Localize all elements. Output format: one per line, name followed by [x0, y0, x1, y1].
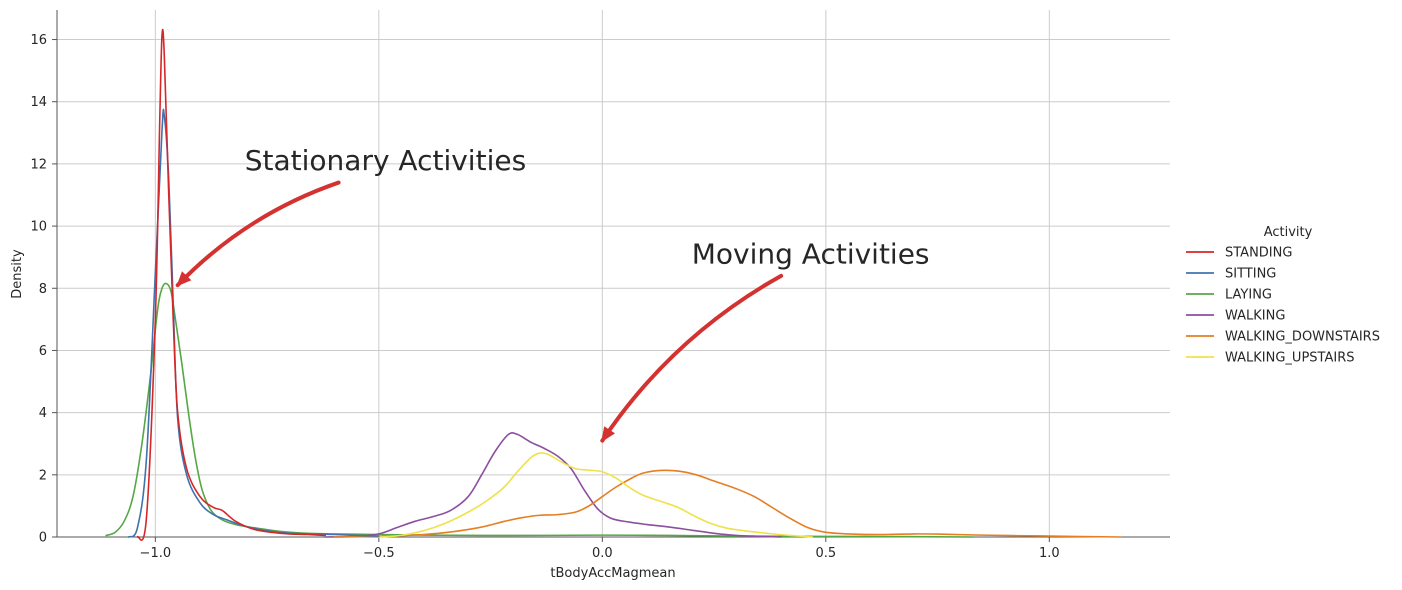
- y-tick-label: 2: [39, 468, 47, 483]
- series: [105, 28, 1122, 541]
- y-tick-label: 4: [39, 406, 47, 421]
- y-tick-label: 10: [30, 220, 47, 235]
- y-tick-label: 14: [30, 95, 47, 110]
- y-ticks: 0 2 4 6 8 10 12 14 16: [30, 33, 57, 546]
- legend-items: STANDING SITTING LAYING WALKING WALKING_DOWN…: [1186, 246, 1380, 366]
- series-line-walking-upstairs: [378, 452, 814, 538]
- axes: [56, 10, 1170, 538]
- y-tick-label: 16: [30, 33, 47, 48]
- y-axis-label: Density: [10, 249, 25, 299]
- x-tick-label: −1.0: [140, 546, 172, 561]
- series-line-walking: [324, 432, 782, 538]
- series-line-walking-downstairs: [333, 469, 1122, 538]
- legend: Activity STANDING SITTING LAYING WALKING WAL…: [1186, 225, 1380, 366]
- legend-label: SITTING: [1225, 267, 1276, 282]
- annotation-arrow-shaft: [600, 273, 784, 443]
- x-tick-label: 0.5: [815, 546, 836, 561]
- legend-label: WALKING_DOWNSTAIRS: [1225, 330, 1380, 345]
- series-line-laying: [105, 282, 975, 538]
- grid: [57, 10, 1170, 538]
- legend-label: WALKING: [1225, 309, 1285, 324]
- x-tick-label: −0.5: [363, 546, 395, 561]
- y-tick-label: 0: [39, 531, 47, 546]
- x-tick-label: 1.0: [1039, 546, 1060, 561]
- y-tick-label: 12: [30, 157, 47, 172]
- legend-label: LAYING: [1225, 288, 1272, 303]
- legend-label: WALKING_UPSTAIRS: [1225, 351, 1355, 366]
- annotation-text: Moving Activities: [692, 237, 930, 270]
- legend-label: STANDING: [1225, 246, 1292, 261]
- annotation-arrow-shaft: [175, 180, 341, 288]
- x-tick-label: 0.0: [592, 546, 613, 561]
- y-tick-label: 6: [39, 344, 47, 359]
- annotation-text: Stationary Activities: [245, 144, 526, 177]
- legend-title: Activity: [1264, 225, 1313, 240]
- y-tick-label: 8: [39, 282, 47, 297]
- annotation-arrow-head: [601, 426, 615, 443]
- x-ticks: −1.0 −0.5 0.0 0.5 1.0: [140, 537, 1060, 561]
- annotation-arrow-head: [176, 271, 192, 287]
- series-line-standing: [136, 28, 326, 541]
- annotations: Stationary Activities Moving Activities: [175, 144, 930, 443]
- x-axis-label: tBodyAccMagmean: [550, 566, 675, 581]
